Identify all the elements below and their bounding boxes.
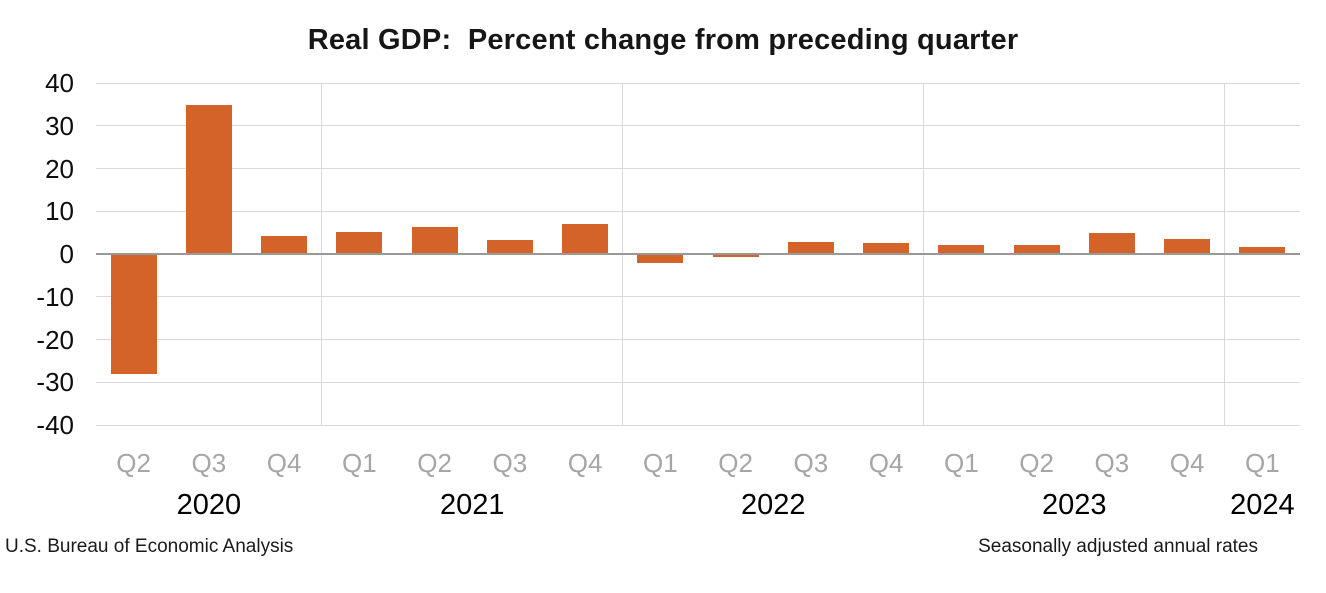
x-year-label-2024: 2024 [1230, 489, 1295, 521]
y-tick-label-0: 0 [59, 239, 74, 269]
x-quarter-label-2024-Q1: Q1 [1245, 448, 1280, 478]
gridline-y--30 [96, 381, 1300, 383]
x-quarter-label-2020-Q2: Q2 [116, 448, 151, 478]
x-quarter-label-2023-Q2: Q2 [1019, 448, 1054, 478]
bar-2022-Q1 [637, 254, 684, 263]
y-tick-label-20: 20 [45, 153, 74, 184]
bar-2021-Q1 [336, 231, 383, 254]
bar-2020-Q4 [261, 236, 308, 254]
x-quarter-label-2022-Q3: Q3 [793, 448, 829, 478]
x-quarter-label-2021-Q2: Q2 [417, 448, 452, 478]
x-quarter-label-2022-Q4: Q4 [868, 448, 904, 478]
gridline-y-20 [96, 168, 1300, 169]
bar-2024-Q1 [1239, 247, 1286, 254]
bar-2021-Q4 [562, 224, 609, 254]
y-tick-label-40: 40 [45, 68, 74, 98]
y-tick-label--20: -20 [36, 324, 74, 355]
x-quarter-label-2021-Q1: Q1 [342, 448, 377, 478]
bar-2021-Q2 [411, 227, 458, 254]
gridline-y-10 [96, 210, 1300, 212]
y-tick-label--30: -30 [36, 367, 74, 398]
x-year-label-2022: 2022 [740, 489, 806, 521]
bar-2021-Q3 [486, 239, 533, 254]
x-quarter-label-2023-Q4: Q4 [1169, 448, 1205, 478]
x-quarter-label-2021-Q3: Q3 [492, 448, 528, 478]
bar-2023-Q1 [938, 244, 985, 254]
x-quarter-label-2022-Q2: Q2 [718, 448, 753, 478]
bar-2023-Q4 [1164, 239, 1211, 254]
gridline-y--40 [96, 424, 1300, 426]
adjustment-note: Seasonally adjusted annual rates [978, 536, 1258, 557]
y-tick-label--40: -40 [36, 410, 74, 440]
x-quarter-label-2022-Q1: Q1 [643, 448, 678, 478]
bar-2023-Q3 [1088, 233, 1135, 254]
y-tick-label-10: 10 [45, 196, 74, 227]
bar-2020-Q2 [110, 254, 157, 374]
x-quarter-label-2023-Q3: Q3 [1094, 448, 1130, 478]
zero-axis-line [96, 253, 1300, 255]
gridline-y-30 [96, 125, 1300, 127]
x-quarter-label-2023-Q1: Q1 [944, 448, 979, 478]
x-quarter-label-2020-Q4: Q4 [266, 448, 302, 478]
y-tick-label--10: -10 [36, 281, 74, 312]
x-quarter-label-2020-Q3: Q3 [191, 448, 227, 478]
x-year-label-2021: 2021 [439, 489, 505, 521]
bar-2022-Q4 [863, 242, 910, 254]
x-quarter-label-2021-Q4: Q4 [567, 448, 603, 478]
gridline-y-40 [96, 82, 1300, 84]
source-note: U.S. Bureau of Economic Analysis [5, 536, 294, 557]
bar-2023-Q2 [1013, 245, 1060, 254]
bar-2022-Q2 [712, 254, 759, 257]
bar-2022-Q3 [787, 242, 834, 254]
x-year-label-2020: 2020 [176, 489, 242, 521]
bar-2020-Q3 [185, 105, 232, 254]
chart-title: Real GDP: Percent change from preceding … [307, 24, 1019, 56]
gridline-y--10 [96, 296, 1300, 298]
y-tick-label-30: 30 [45, 110, 74, 141]
x-year-label-2023: 2023 [1041, 489, 1107, 521]
gridline-y--20 [96, 339, 1300, 340]
